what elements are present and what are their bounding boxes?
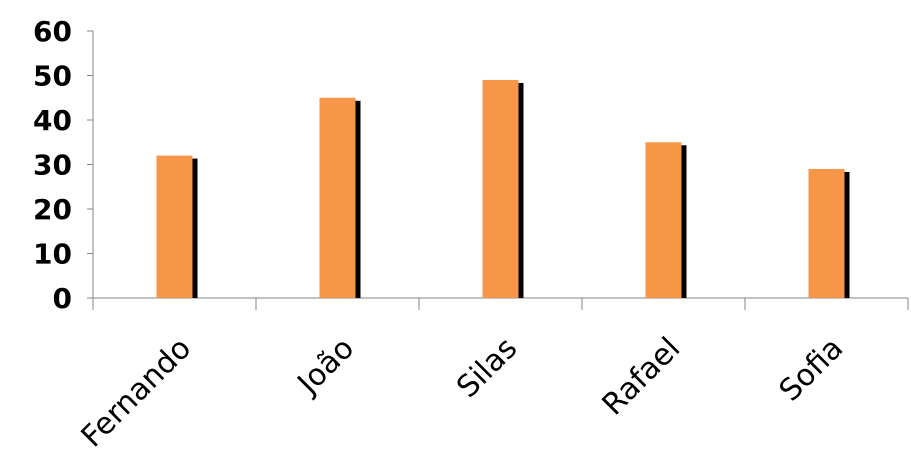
bar-1 <box>319 97 356 298</box>
bar-4 <box>808 168 845 298</box>
y-tick-label: 60 <box>33 15 72 48</box>
y-axis: 0 10 20 30 40 50 60 <box>33 15 94 315</box>
bar-0 <box>156 155 193 298</box>
y-tick-label: 0 <box>53 282 72 315</box>
y-tick-label: 20 <box>33 193 72 226</box>
bars <box>156 79 850 298</box>
y-tick-label: 50 <box>33 60 72 93</box>
x-tick-label-1: João <box>290 331 361 402</box>
bar-3 <box>645 142 682 298</box>
x-tick-label-3: Rafael <box>596 331 687 422</box>
y-tick-label: 10 <box>33 238 72 271</box>
x-tick-label-4: Sofia <box>773 331 851 409</box>
y-tick-label: 40 <box>33 104 72 137</box>
x-axis <box>92 297 909 310</box>
x-tick-label-0: Fernando <box>75 331 199 455</box>
x-tick-labels: Fernando João Silas Rafael Sofia <box>75 331 851 455</box>
y-tick-label: 30 <box>33 149 72 182</box>
x-tick-label-2: Silas <box>450 331 524 405</box>
bar-2 <box>482 79 519 298</box>
